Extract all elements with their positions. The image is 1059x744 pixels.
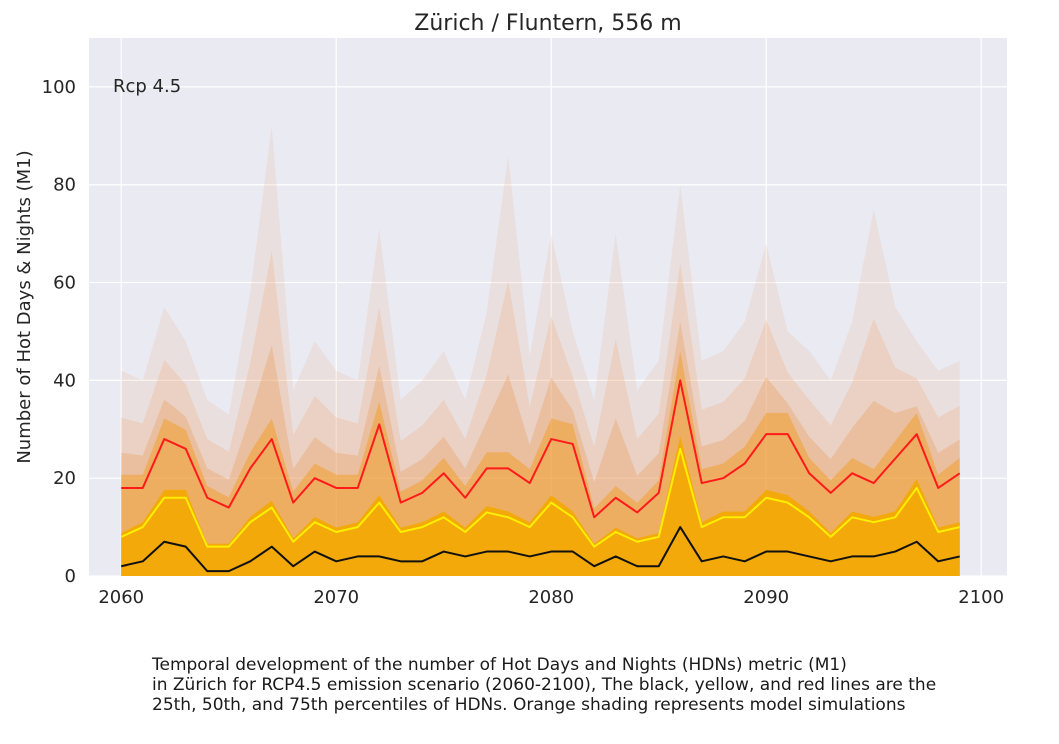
x-tick-label: 2080 — [528, 587, 574, 608]
scenario-annotation: Rcp 4.5 — [113, 76, 181, 97]
y-axis-label: Number of Hot Days & Nights (M1) — [14, 150, 35, 463]
x-tick-labels: 2060 2070 2080 2090 2100 — [98, 587, 1004, 608]
y-tick-label: 60 — [53, 273, 76, 294]
x-tick-label: 2060 — [98, 587, 144, 608]
caption-line: Temporal development of the number of Ho… — [152, 655, 847, 675]
series-line — [121, 526, 960, 573]
chart-title: Zürich / Fluntern, 556 m — [414, 11, 681, 36]
x-tick-label: 2070 — [313, 587, 359, 608]
series-line — [120, 447, 960, 548]
y-tick-label: 80 — [53, 175, 76, 196]
x-tick-label: 2090 — [743, 587, 789, 608]
figure-caption: Temporal development of the number of Ho… — [152, 655, 1052, 715]
y-tick-label: 40 — [53, 370, 76, 391]
x-tick-label: 2100 — [958, 587, 1004, 608]
chart: 2060 2070 2080 2090 2100 0 20 40 60 80 100 Zürich… — [14, 11, 1007, 608]
shading-median — [121, 436, 960, 576]
y-tick-label: 20 — [53, 468, 76, 489]
y-tick-label: 100 — [42, 77, 76, 98]
y-tick-labels: 0 20 40 60 80 100 — [42, 77, 76, 587]
caption-line: in Zürich for RCP4.5 emission scenario (… — [152, 675, 937, 695]
caption-line: 25th, 50th, and 75th percentiles of HDNs… — [152, 695, 906, 715]
series-line — [121, 379, 961, 519]
y-tick-label: 0 — [65, 566, 76, 587]
percentile-lines — [120, 379, 961, 573]
